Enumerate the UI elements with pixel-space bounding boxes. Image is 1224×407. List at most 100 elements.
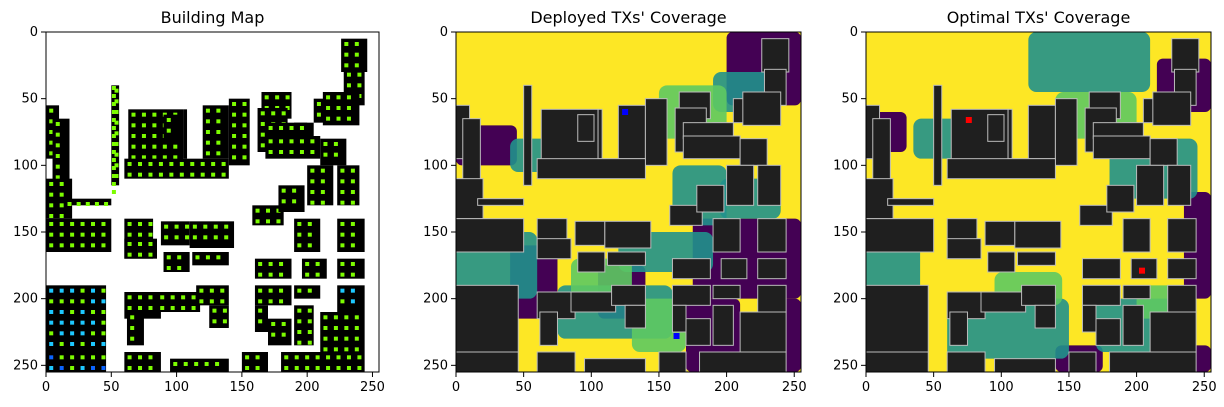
- grid-point: [213, 235, 218, 240]
- grid-point: [350, 232, 355, 237]
- x-tick-label: 100: [579, 380, 604, 395]
- grid-point: [350, 272, 355, 277]
- grid-point: [192, 224, 197, 229]
- grid-point: [111, 174, 116, 178]
- grid-point: [111, 182, 116, 186]
- grid-point: [336, 116, 341, 121]
- grid-point: [101, 320, 106, 325]
- grid-point: [350, 190, 355, 194]
- grid-point: [194, 362, 199, 366]
- building: [699, 351, 787, 372]
- grid-point: [292, 199, 297, 204]
- grid-point: [164, 235, 169, 240]
- grid-point: [148, 252, 153, 257]
- grid-point: [203, 224, 208, 229]
- grid-point: [80, 222, 85, 226]
- grid-point: [297, 243, 302, 248]
- grid-point: [160, 306, 165, 310]
- grid-point: [70, 320, 75, 325]
- grid-point: [315, 355, 320, 360]
- grid-point: [59, 232, 64, 237]
- building: [1017, 251, 1056, 266]
- grid-point: [350, 299, 355, 304]
- grid-point: [326, 95, 331, 100]
- grid-point: [307, 319, 312, 324]
- grid-point: [111, 86, 116, 90]
- grid-point: [333, 152, 338, 157]
- building: [604, 220, 652, 249]
- grid-point: [340, 190, 345, 194]
- grid-point: [350, 200, 355, 205]
- grid-point: [49, 119, 54, 124]
- y-tick-label: 150: [13, 225, 38, 240]
- grid-point: [49, 299, 54, 304]
- grid-point: [279, 139, 284, 144]
- building: [584, 358, 646, 372]
- grid-point: [181, 306, 186, 310]
- grid-point: [305, 262, 310, 266]
- grid-point: [357, 94, 362, 98]
- grid-point: [101, 299, 106, 304]
- grid-point: [141, 123, 146, 128]
- grid-point: [114, 110, 119, 114]
- grid-point: [305, 355, 310, 360]
- building: [1122, 284, 1151, 300]
- grid-point: [127, 306, 132, 310]
- grid-point: [205, 255, 210, 260]
- grid-point: [307, 243, 312, 248]
- building: [1167, 218, 1197, 253]
- grid-point: [177, 266, 182, 270]
- grid-point: [346, 355, 351, 360]
- building: [685, 318, 711, 346]
- grid-point: [200, 172, 205, 177]
- grid-point: [297, 330, 302, 334]
- grid-point: [307, 340, 312, 345]
- grid-point: [310, 200, 315, 205]
- grid-point: [80, 355, 85, 360]
- grid-point: [130, 336, 135, 341]
- grid-point: [59, 320, 64, 325]
- grid-point: [170, 306, 175, 310]
- grid-point: [326, 366, 331, 370]
- grid-point: [80, 243, 85, 248]
- grid-point: [148, 162, 153, 166]
- grid-point: [212, 308, 217, 313]
- grid-point: [346, 106, 351, 110]
- grid-point: [242, 112, 247, 117]
- grid-point: [200, 162, 205, 166]
- building: [671, 284, 711, 306]
- grid-point: [354, 315, 359, 320]
- grid-point: [297, 222, 302, 226]
- grid-point: [344, 63, 349, 68]
- grid-point: [111, 150, 116, 154]
- grid-point: [152, 144, 157, 149]
- grid-point: [333, 336, 338, 341]
- grid-point: [138, 355, 143, 360]
- grid-point: [80, 299, 85, 304]
- grid-point: [357, 355, 362, 360]
- building: [597, 108, 603, 160]
- grid-point: [55, 143, 60, 148]
- grid-point: [111, 166, 116, 170]
- grid-point: [242, 134, 247, 138]
- grid-point: [245, 355, 250, 360]
- building: [252, 205, 284, 226]
- grid-point: [281, 188, 286, 193]
- grid-point: [80, 366, 85, 370]
- grid-point: [232, 112, 237, 117]
- grid-point: [114, 88, 119, 93]
- grid-point: [127, 295, 132, 300]
- grid-point: [80, 331, 85, 336]
- grid-point: [268, 272, 273, 277]
- building: [866, 218, 935, 253]
- grid-point: [354, 52, 359, 57]
- y-tick-label: 50: [431, 92, 448, 107]
- grid-point: [279, 272, 284, 277]
- grid-point: [166, 118, 171, 122]
- grid-point: [205, 130, 210, 134]
- grid-point: [340, 200, 345, 205]
- grid-point: [255, 219, 260, 224]
- grid-point: [323, 152, 328, 157]
- grid-point: [255, 355, 260, 360]
- grid-point: [264, 95, 269, 100]
